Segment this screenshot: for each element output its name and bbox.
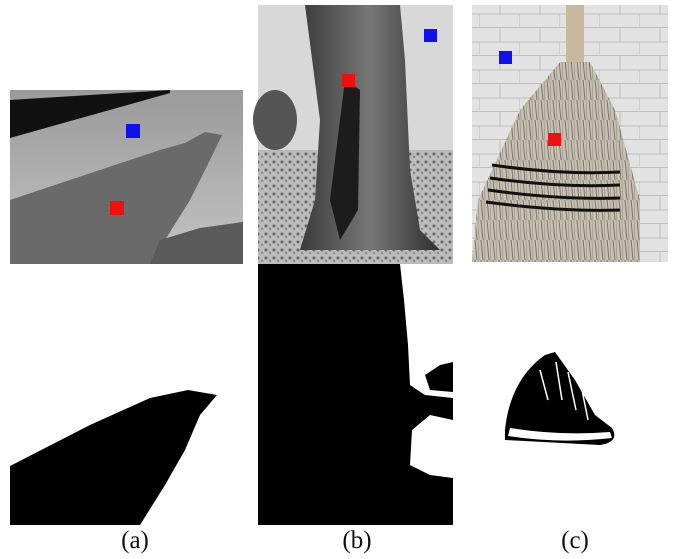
mask-b — [258, 264, 453, 525]
mask-c — [472, 264, 668, 525]
panel-label: (b) — [342, 527, 371, 554]
figure: (a) (b) (c) — [0, 0, 678, 559]
panel-label: (a) — [121, 527, 149, 554]
photo-c — [472, 5, 668, 262]
photo-b — [253, 5, 453, 264]
panel-label: (c) — [561, 527, 589, 554]
mask-a — [10, 264, 243, 525]
photo-a — [10, 90, 243, 264]
